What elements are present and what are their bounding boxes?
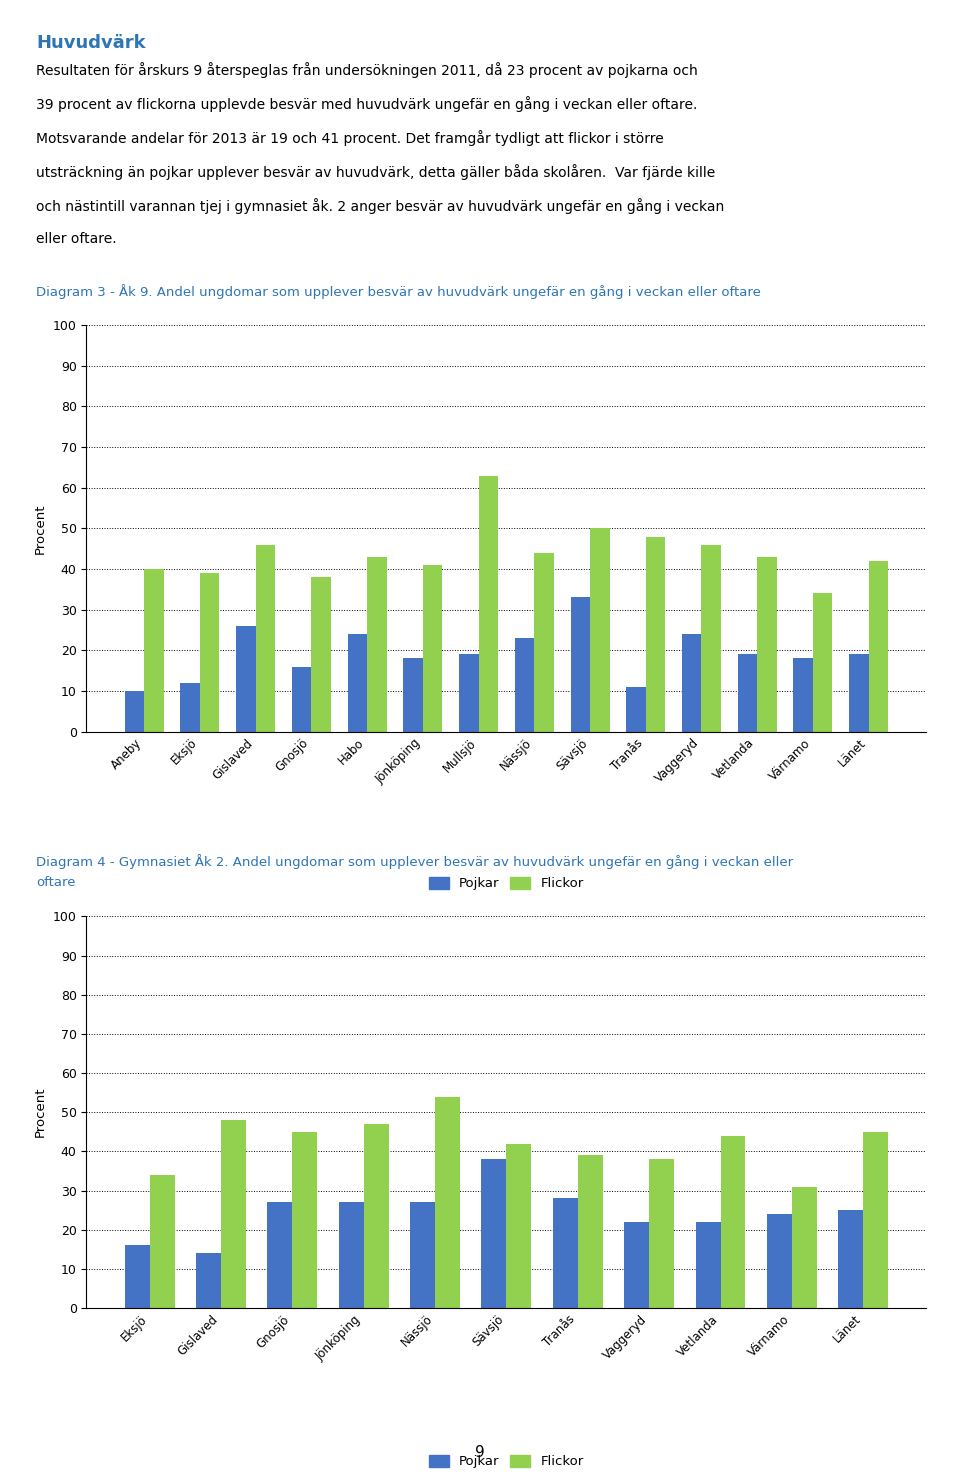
Bar [125,692,144,732]
Text: Resultaten för årskurs 9 återspeglas från undersökningen 2011, då 23 procent av : Resultaten för årskurs 9 återspeglas frå… [36,62,698,78]
Bar [196,1253,221,1308]
Text: 39 procent av flickorna upplevde besvär med huvudvärk ungefär en gång i veckan e: 39 procent av flickorna upplevde besvär … [36,96,698,112]
Bar [339,1202,364,1308]
Bar [459,655,478,732]
Y-axis label: Procent: Procent [35,503,47,554]
Bar [813,593,832,732]
Bar [850,655,869,732]
Bar [364,1123,389,1308]
Bar [696,1222,721,1308]
Bar [702,544,721,732]
Bar [590,528,610,732]
Bar [507,1144,532,1308]
Bar [721,1135,746,1308]
Bar [221,1120,246,1308]
Bar [649,1159,674,1308]
Bar [757,557,777,732]
Bar [553,1199,578,1308]
Text: Diagram 4 - Gymnasiet Åk 2. Andel ungdomar som upplever besvär av huvudvärk unge: Diagram 4 - Gymnasiet Åk 2. Andel ungdom… [36,854,794,869]
Bar [410,1202,435,1308]
Text: oftare: oftare [36,876,76,890]
Text: 9: 9 [475,1445,485,1460]
Bar [737,655,757,732]
Bar [767,1213,792,1308]
Bar [348,634,367,732]
Text: Diagram 3 - Åk 9. Andel ungdomar som upplever besvär av huvudvärk ungefär en gån: Diagram 3 - Åk 9. Andel ungdomar som upp… [36,284,761,299]
Bar [646,537,665,732]
Bar [292,667,311,732]
Bar [624,1222,649,1308]
Bar [200,573,219,732]
Bar [125,1246,150,1308]
Bar [367,557,387,732]
Bar [236,627,255,732]
Bar [435,1097,460,1308]
Bar [682,634,702,732]
Bar [422,565,443,732]
Bar [481,1159,507,1308]
Bar [578,1156,603,1308]
Text: eller oftare.: eller oftare. [36,232,117,245]
Bar [792,1187,817,1308]
Text: Motsvarande andelar för 2013 är 19 och 41 procent. Det framgår tydligt att flick: Motsvarande andelar för 2013 är 19 och 4… [36,130,664,146]
Text: Huvudvärk: Huvudvärk [36,34,146,52]
Bar [570,597,590,732]
Text: utsträckning än pojkar upplever besvär av huvudvärk, detta gäller båda skolåren.: utsträckning än pojkar upplever besvär a… [36,164,716,180]
Bar [838,1210,863,1308]
Y-axis label: Procent: Procent [35,1086,47,1138]
Bar [863,1132,888,1308]
Legend: Pojkar, Flickor: Pojkar, Flickor [423,872,589,896]
Bar [626,687,646,732]
Bar [478,476,498,732]
Bar [150,1175,175,1308]
Bar [144,569,163,732]
Bar [535,553,554,732]
Bar [311,576,331,732]
Bar [267,1202,292,1308]
Bar [869,560,888,732]
Legend: Pojkar, Flickor: Pojkar, Flickor [423,1450,589,1474]
Text: och nästintill varannan tjej i gymnasiet åk. 2 anger besvär av huvudvärk ungefär: och nästintill varannan tjej i gymnasiet… [36,198,725,214]
Bar [180,683,200,732]
Bar [515,638,535,732]
Bar [403,658,422,732]
Bar [794,658,813,732]
Bar [255,544,276,732]
Bar [292,1132,317,1308]
